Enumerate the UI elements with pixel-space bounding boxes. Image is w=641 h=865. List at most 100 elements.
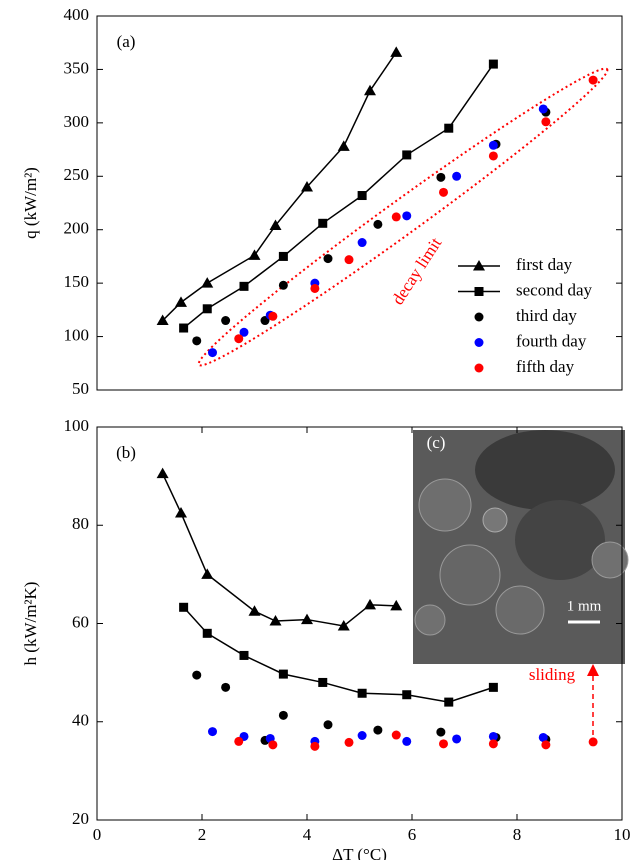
data-point xyxy=(179,323,189,333)
data-point xyxy=(175,296,187,307)
legend-marker xyxy=(474,338,484,347)
data-point xyxy=(337,619,350,631)
y-axis-label: q (kW/m²) xyxy=(21,167,40,239)
data-point xyxy=(269,219,282,230)
data-point xyxy=(234,736,244,746)
data-point xyxy=(444,123,454,133)
data-point xyxy=(344,255,354,265)
data-point xyxy=(301,613,313,625)
data-point xyxy=(402,211,412,221)
data-point xyxy=(318,218,328,228)
panel-label: (a) xyxy=(117,32,136,51)
data-point xyxy=(436,172,446,182)
legend-label: first day xyxy=(516,255,573,274)
data-point xyxy=(436,727,446,737)
plot-frame xyxy=(96,15,623,391)
data-point xyxy=(156,467,169,479)
y-tick-label: 100 xyxy=(64,325,90,344)
series-line xyxy=(162,51,397,322)
data-point xyxy=(402,736,412,746)
y-axis-label: h (kW/m²K) xyxy=(21,582,40,666)
data-point xyxy=(269,615,282,626)
data-point xyxy=(357,191,367,201)
data-point xyxy=(179,602,189,612)
data-point xyxy=(588,737,598,747)
data-point xyxy=(310,741,320,751)
data-point xyxy=(239,650,249,660)
data-point xyxy=(452,734,462,744)
data-point xyxy=(402,690,412,700)
data-point xyxy=(538,104,548,114)
legend-label: fifth day xyxy=(516,357,575,376)
y-tick-label: 60 xyxy=(72,612,89,631)
data-point xyxy=(402,150,412,160)
data-point xyxy=(337,140,350,151)
x-tick-label: 2 xyxy=(198,825,207,844)
annotation: (c) xyxy=(427,433,446,452)
data-point xyxy=(234,334,244,344)
panel-label: (b) xyxy=(116,443,136,462)
data-point xyxy=(390,599,403,611)
data-point xyxy=(588,75,598,85)
data-point xyxy=(357,238,367,248)
data-point xyxy=(488,739,498,749)
inset-photo xyxy=(413,430,629,664)
legend-marker xyxy=(474,287,484,296)
arrow-head xyxy=(587,664,599,676)
x-tick-label: 10 xyxy=(614,825,631,844)
data-point xyxy=(221,316,231,326)
data-point xyxy=(538,732,548,742)
data-point xyxy=(364,84,376,96)
legend-label: third day xyxy=(516,306,577,325)
annotation: sliding xyxy=(529,665,576,684)
data-point xyxy=(357,731,367,741)
data-point xyxy=(202,628,212,638)
legend-label: fourth day xyxy=(516,331,587,350)
data-point xyxy=(239,281,249,291)
x-tick-label: 6 xyxy=(408,825,417,844)
y-tick-label: 400 xyxy=(64,5,90,24)
data-point xyxy=(202,304,212,314)
data-point xyxy=(488,59,498,69)
data-point xyxy=(488,140,498,150)
legend-marker xyxy=(473,260,485,271)
data-point xyxy=(192,336,202,346)
data-point xyxy=(221,682,231,692)
data-point xyxy=(278,710,288,720)
data-point xyxy=(390,46,403,57)
data-point xyxy=(391,212,401,222)
y-tick-label: 80 xyxy=(72,514,89,533)
data-point xyxy=(248,249,261,260)
data-point xyxy=(268,740,278,750)
data-point xyxy=(452,171,462,181)
data-point xyxy=(488,731,498,741)
legend-marker xyxy=(474,312,484,322)
y-tick-label: 40 xyxy=(72,711,89,730)
x-tick-label: 8 xyxy=(513,825,522,844)
data-point xyxy=(323,254,333,264)
data-point xyxy=(444,697,454,707)
data-point xyxy=(541,740,551,750)
legend-marker xyxy=(474,363,484,373)
data-point xyxy=(323,720,333,730)
data-point xyxy=(357,688,367,698)
data-point xyxy=(373,725,383,735)
data-point xyxy=(439,187,448,197)
data-point xyxy=(439,739,448,749)
data-point xyxy=(488,682,498,692)
data-point xyxy=(201,568,214,579)
decay-ellipse xyxy=(197,67,609,367)
y-tick-label: 200 xyxy=(64,219,90,238)
y-tick-label: 20 xyxy=(72,809,89,828)
y-tick-label: 250 xyxy=(64,165,90,184)
data-point xyxy=(192,670,202,680)
data-point xyxy=(239,327,249,337)
data-point xyxy=(344,737,354,747)
y-tick-label: 100 xyxy=(64,416,90,435)
data-point xyxy=(373,219,383,229)
legend-label: second day xyxy=(516,280,593,299)
data-point xyxy=(278,251,288,261)
data-point xyxy=(248,605,261,616)
